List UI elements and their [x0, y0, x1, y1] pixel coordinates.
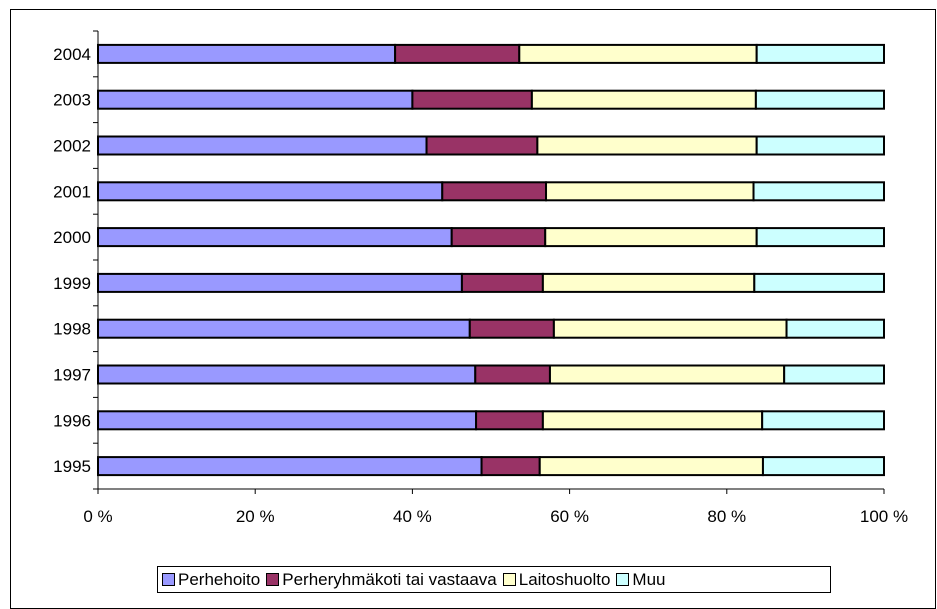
bar-segment-perheryhmäkoti-tai-vastaava-2001	[441, 181, 548, 202]
bar-segment-muu-1998	[785, 318, 886, 339]
y-tick-label: 1998	[53, 320, 91, 339]
stacked-bar-chart: 2004 2003 2002 2001 2000 1999 1998 1997 1996 1995…	[53, 30, 908, 526]
bar-segment-laitoshuolto-1995	[538, 456, 764, 477]
bar-segment-perheryhmäkoti-tai-vastaava-2002	[425, 135, 539, 156]
bar-segment-perhehoito-2001	[97, 181, 444, 202]
legend-swatch	[616, 573, 630, 586]
y-tick-label: 1997	[53, 366, 91, 385]
bar-segment-laitoshuolto-1996	[541, 410, 764, 431]
y-tick-label: 2001	[53, 182, 91, 201]
y-tick-label: 2000	[53, 228, 91, 247]
bar-segment-perhehoito-1999	[97, 272, 463, 293]
legend-swatch	[266, 573, 280, 586]
bar-segment-muu-2004	[755, 43, 886, 64]
bar-segment-laitoshuolto-2000	[544, 227, 758, 248]
bars-group	[97, 43, 886, 477]
x-axis-ticks: 0 % 20 % 40 % 60 % 80 % 100 %	[83, 489, 908, 526]
bar-segment-perheryhmäkoti-tai-vastaava-1997	[474, 364, 551, 385]
bar-segment-muu-2003	[754, 89, 886, 110]
bar-segment-perheryhmäkoti-tai-vastaava-2000	[450, 227, 547, 248]
legend-item: Perheryhmäkoti tai vastaava	[266, 570, 497, 590]
bar-segment-muu-1997	[783, 364, 885, 385]
bar-segment-muu-2001	[752, 181, 885, 202]
x-tick-label: 20 %	[236, 507, 275, 526]
bar-segment-perhehoito-2000	[97, 227, 453, 248]
bar-segment-perheryhmäkoti-tai-vastaava-1998	[468, 318, 555, 339]
bar-segment-perhehoito-2002	[97, 135, 428, 156]
y-tick-label: 1995	[53, 457, 91, 476]
bar-segment-perhehoito-1998	[97, 318, 471, 339]
bar-segment-perhehoito-2004	[97, 43, 397, 64]
bar-segment-muu-1995	[761, 456, 885, 477]
y-tick-label: 1996	[53, 411, 91, 430]
legend-swatch	[162, 573, 175, 586]
legend-item: Laitoshuolto	[502, 569, 611, 590]
bar-segment-perheryhmäkoti-tai-vastaava-1996	[475, 410, 544, 431]
legend-swatch	[502, 573, 516, 586]
bar-segment-perheryhmäkoti-tai-vastaava-1995	[480, 456, 541, 477]
bar-segment-laitoshuolto-1999	[541, 272, 756, 293]
bar-segment-perhehoito-1997	[97, 364, 477, 385]
legend-label: Laitoshuolto	[518, 569, 611, 589]
x-tick-label: 40 %	[393, 507, 432, 526]
bar-segment-perhehoito-2003	[97, 89, 414, 110]
bar-segment-muu-2002	[755, 135, 886, 156]
bar-segment-laitoshuolto-2004	[518, 43, 758, 64]
bar-segment-laitoshuolto-2003	[530, 89, 757, 110]
legend-label: Perhehoito	[178, 569, 261, 589]
bar-segment-perheryhmäkoti-tai-vastaava-1999	[460, 272, 544, 293]
bar-segment-muu-1999	[753, 272, 885, 293]
x-tick-label: 80 %	[707, 507, 746, 526]
legend-item: Muu	[616, 569, 666, 590]
legend: Perhehoito Perheryhmäkoti tai vastaava Lai…	[157, 566, 831, 593]
legend-label: Muu	[632, 569, 666, 589]
bar-segment-laitoshuolto-2002	[536, 135, 758, 156]
legend-label: Perheryhmäkoti tai vastaava	[282, 569, 497, 589]
y-tick-label: 2004	[53, 45, 91, 64]
bar-segment-laitoshuolto-2001	[545, 181, 755, 202]
bar-segment-perheryhmäkoti-tai-vastaava-2003	[411, 89, 533, 110]
bar-segment-perhehoito-1996	[97, 410, 478, 431]
bar-segment-perheryhmäkoti-tai-vastaava-2004	[394, 43, 521, 64]
bar-segment-perhehoito-1995	[97, 456, 483, 477]
bar-segment-muu-2000	[755, 227, 886, 248]
bar-segment-laitoshuolto-1998	[552, 318, 788, 339]
x-tick-label: 60 %	[550, 507, 589, 526]
x-tick-label: 0 %	[83, 507, 112, 526]
x-tick-label: 100 %	[860, 507, 908, 526]
y-tick-label: 2003	[53, 91, 91, 110]
y-tick-label: 2002	[53, 137, 91, 156]
y-tick-label: 1999	[53, 274, 91, 293]
y-axis-ticks: 2004 2003 2002 2001 2000 1999 1998 1997 1996 1995	[53, 30, 98, 490]
bar-segment-laitoshuolto-1997	[548, 364, 786, 385]
legend-item: Perhehoito	[162, 570, 260, 590]
bar-segment-muu-1996	[761, 410, 885, 431]
